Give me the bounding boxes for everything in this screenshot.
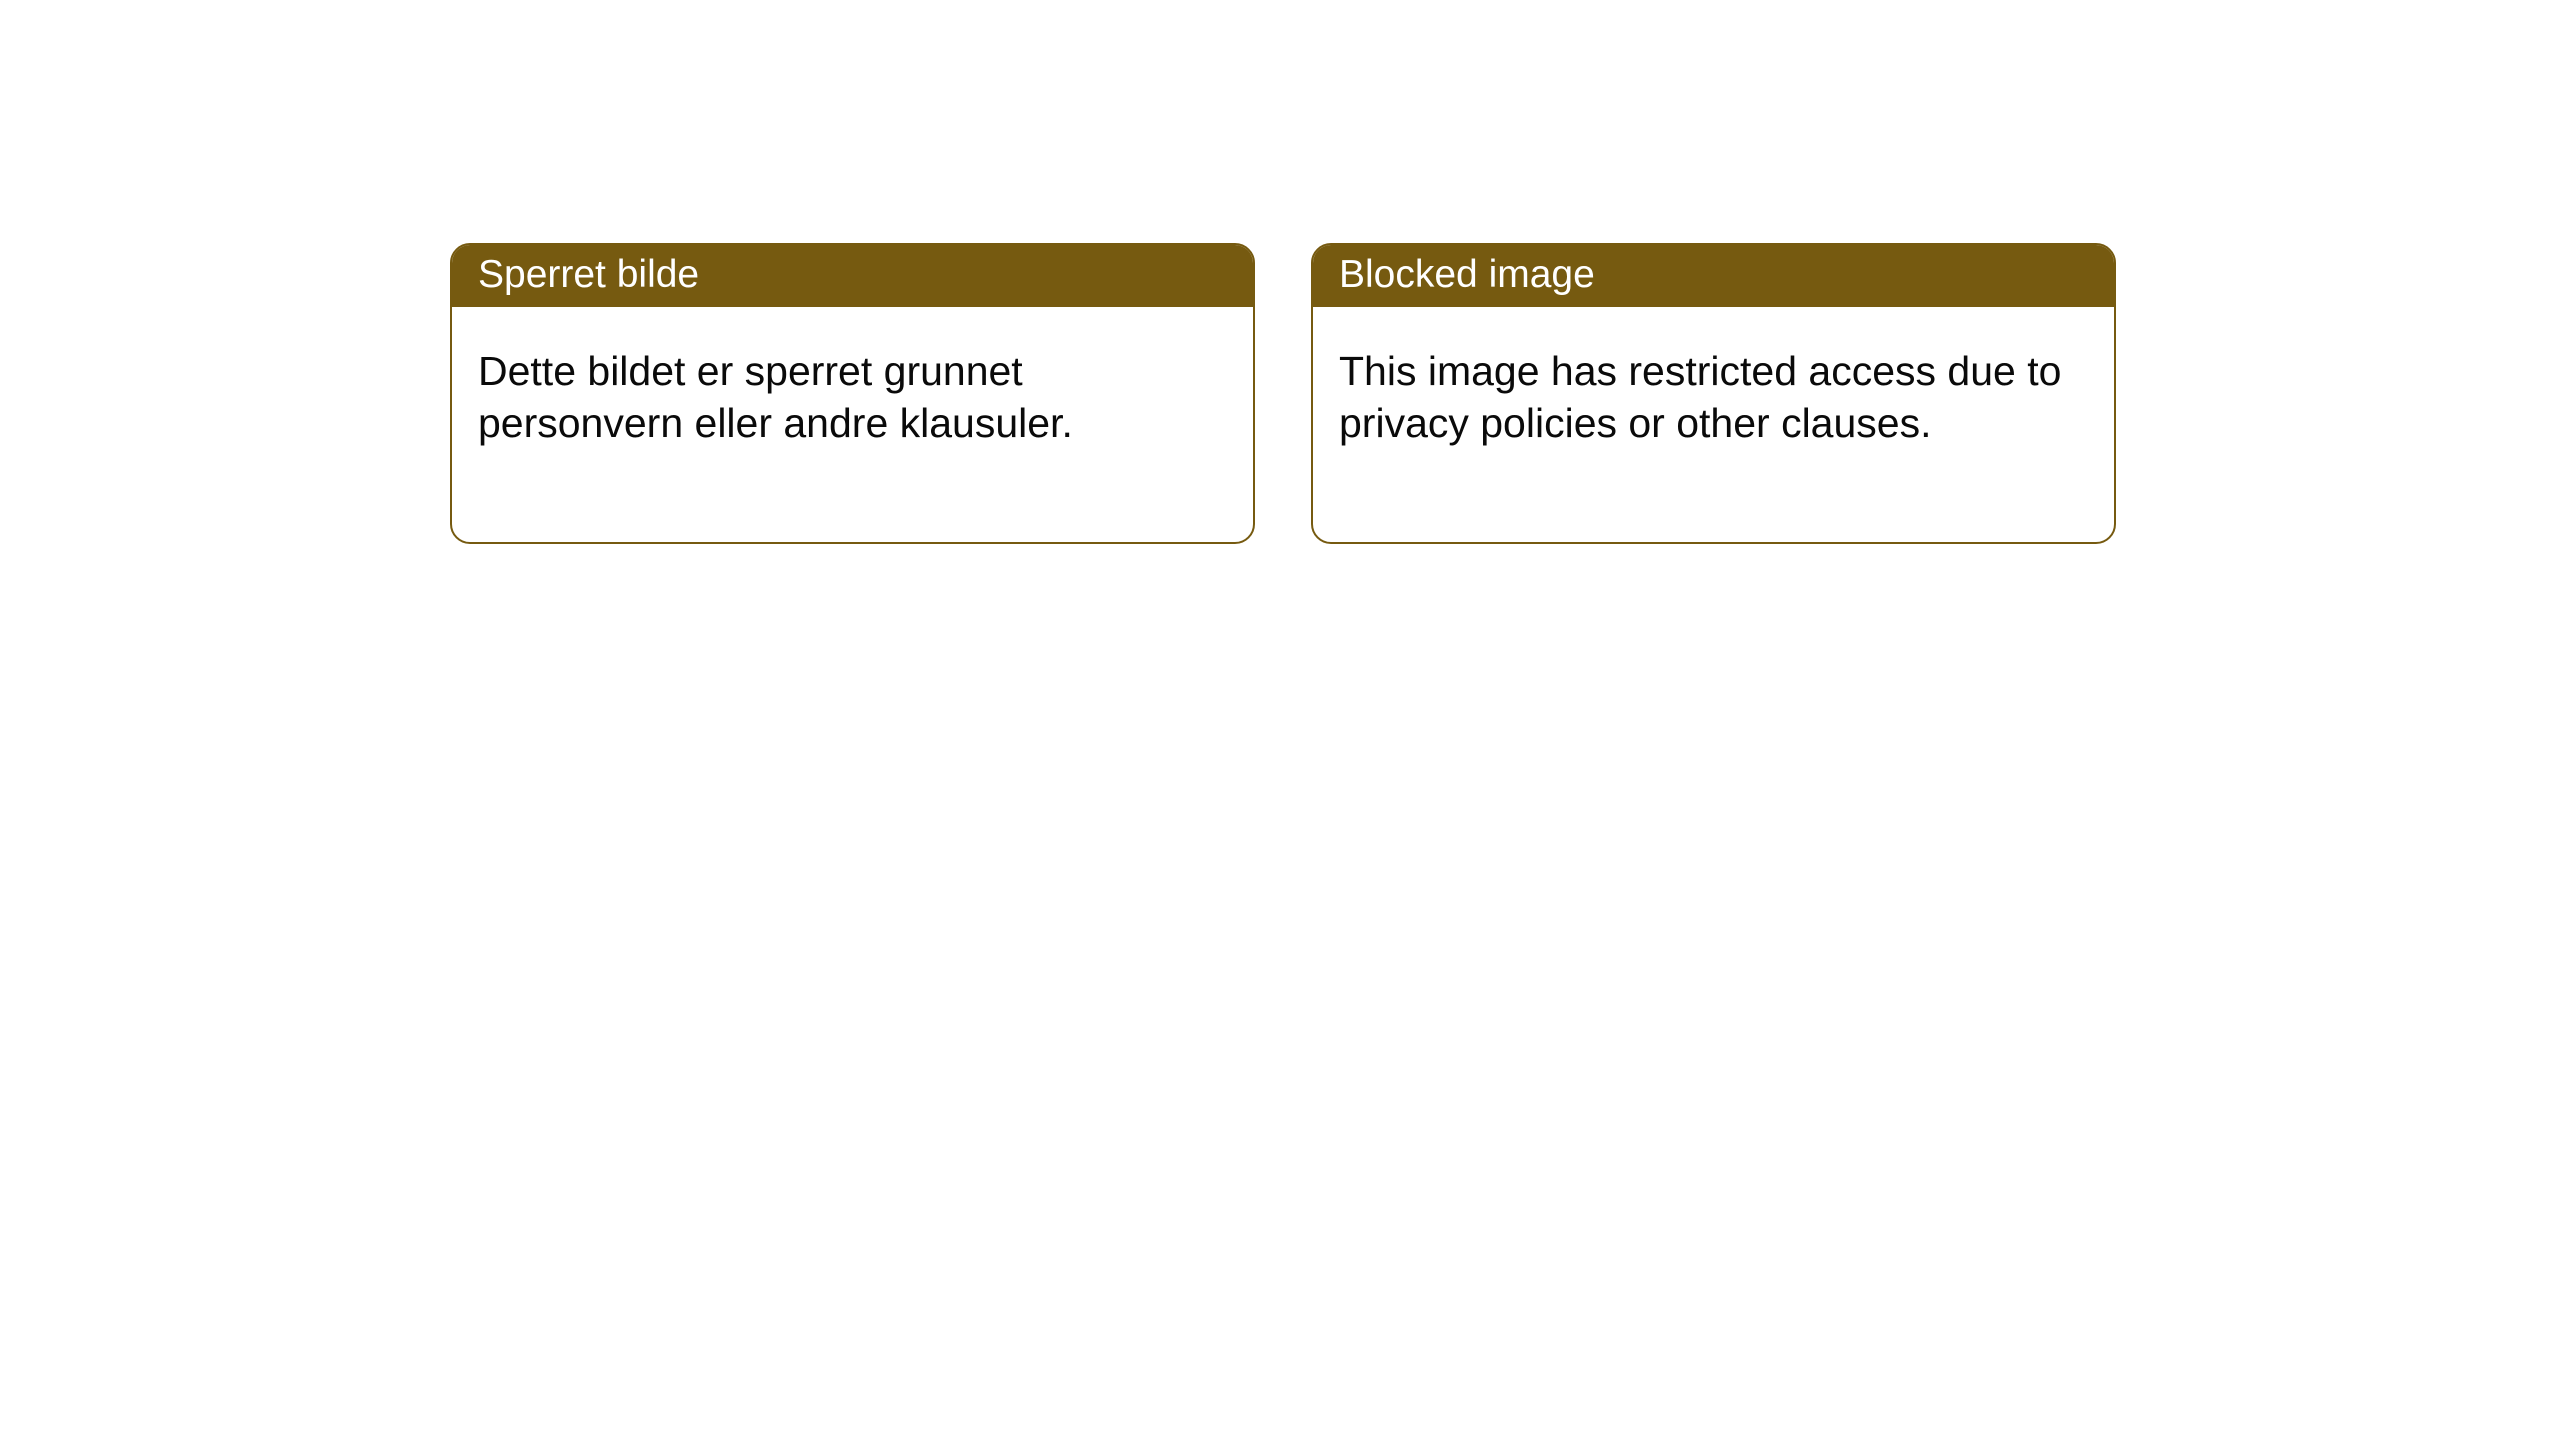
notice-container: Sperret bilde Dette bildet er sperret gr… <box>0 0 2560 544</box>
notice-card-english: Blocked image This image has restricted … <box>1311 243 2116 544</box>
notice-header-english: Blocked image <box>1313 245 2114 307</box>
notice-text-norwegian: Dette bildet er sperret grunnet personve… <box>478 348 1073 446</box>
notice-body-norwegian: Dette bildet er sperret grunnet personve… <box>452 307 1253 542</box>
notice-text-english: This image has restricted access due to … <box>1339 348 2061 446</box>
notice-card-norwegian: Sperret bilde Dette bildet er sperret gr… <box>450 243 1255 544</box>
notice-body-english: This image has restricted access due to … <box>1313 307 2114 542</box>
notice-title-english: Blocked image <box>1339 253 1595 296</box>
notice-title-norwegian: Sperret bilde <box>478 253 699 296</box>
notice-header-norwegian: Sperret bilde <box>452 245 1253 307</box>
